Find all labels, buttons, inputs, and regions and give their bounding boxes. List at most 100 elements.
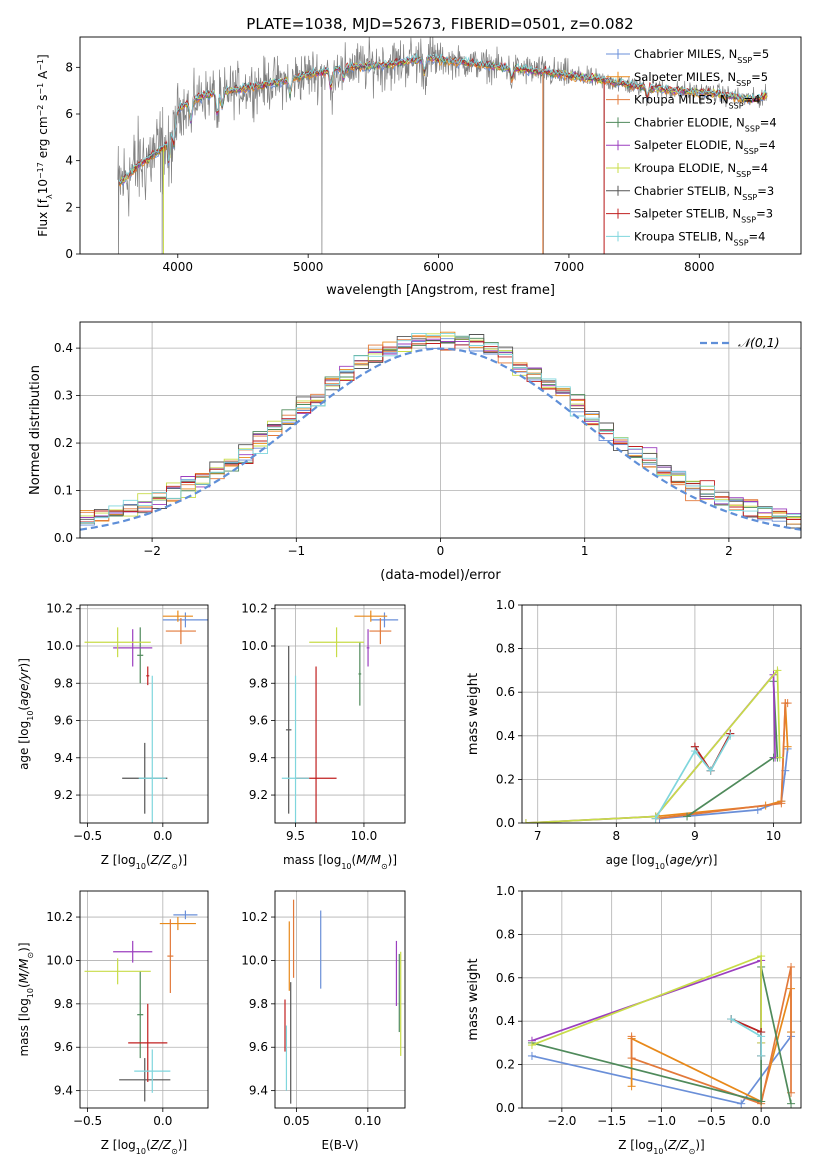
- y-tick-label: 0.1: [54, 484, 73, 498]
- legend-sub: SSP: [729, 101, 744, 110]
- x-tick-label: −2.0: [547, 1114, 576, 1128]
- x-tick-label: 10.0: [351, 829, 378, 843]
- label-part: ⊙: [26, 952, 35, 959]
- label-part: )]: [178, 1138, 187, 1152]
- x-axis-label: wavelength [Angstrom, rest frame]: [326, 283, 555, 298]
- y-tick-label: 0.4: [496, 729, 515, 743]
- age_vs_Z-axes: −0.5 0.0 9.2 9.4 9.6 9.8 10.0 10.2: [46, 602, 208, 843]
- y-tick-label: 9.8: [249, 676, 268, 690]
- x-tick-label: 4000: [163, 260, 194, 274]
- y-tick-label: 10.2: [46, 602, 73, 616]
- axis-label: Flux [fλ10−17 erg cm−2 s−1 A−1]: [36, 54, 54, 236]
- legend-sub: SSP: [736, 78, 751, 87]
- y-tick-label: 9.6: [54, 1040, 73, 1054]
- y-tick-label: 0.4: [54, 341, 73, 355]
- y-tick-label: 2: [65, 200, 73, 214]
- axes-frame: [79, 890, 209, 1109]
- axes-frame: [79, 321, 802, 539]
- y-tick-label: 9.8: [54, 676, 73, 690]
- legend-text: Kroupa STELIB, N: [634, 229, 734, 243]
- y-tick-label: 9.6: [249, 1040, 268, 1054]
- gaussian-curve: [80, 347, 801, 531]
- weight_vs_age-xlabel: age [log10(age/yr)]: [606, 853, 718, 871]
- x-tick-label: 0.0: [153, 1114, 172, 1128]
- x-tick-label: 7: [534, 829, 542, 843]
- y-tick-label: 9.4: [54, 751, 73, 765]
- legend-entry: Kroupa ELODIE, NSSP=4: [634, 161, 768, 179]
- label-part: Z [log: [101, 1138, 136, 1152]
- legend-tail: =4: [759, 138, 776, 152]
- x-tick-label: 6000: [423, 260, 454, 274]
- label-part: A: [36, 70, 50, 83]
- legend-tail: =5: [751, 70, 768, 84]
- y-tick-label: 0.0: [54, 531, 73, 545]
- label-part: ]: [36, 54, 50, 59]
- line-elodie_kroupa: [531, 954, 762, 1046]
- legend-sub: SSP: [742, 192, 757, 201]
- legend-text: Chabrier MILES, N: [634, 47, 737, 61]
- x-axis-label: E(B-V): [321, 1138, 358, 1152]
- label-part: Z/Z: [150, 853, 172, 867]
- label-part: )]: [388, 853, 397, 867]
- legend-text: Kroupa ELODIE, N: [634, 161, 736, 175]
- legend-tail: =4: [744, 93, 761, 107]
- label-part: age [log: [606, 853, 655, 867]
- weight_vs_Z-series: [527, 952, 796, 1108]
- label-part: )]: [17, 942, 31, 951]
- weight_vs_age-series: [522, 666, 792, 823]
- weight_vs_Z-xlabel: Z [log10(Z/Z⊙)]: [618, 1138, 704, 1156]
- y-tick-label: 0: [65, 247, 73, 261]
- age_vs_Z-xlabel: Z [log10(Z/Z⊙)]: [101, 853, 187, 871]
- legend-text: Kroupa MILES, N: [634, 93, 729, 107]
- label-part: ⊙: [381, 862, 388, 871]
- legend-entry: Chabrier ELODIE, NSSP=4: [634, 115, 777, 132]
- y-tick-label: 8: [65, 60, 73, 74]
- y-tick-label: 1.0: [496, 598, 515, 612]
- legend-text: Salpeter STELIB, N: [634, 207, 741, 221]
- label-part: (: [146, 853, 151, 867]
- age_vs_mass-points: [281, 610, 399, 823]
- legend-tail: =4: [751, 161, 768, 175]
- y-axis-label: mass weight: [466, 673, 481, 755]
- spectrum-series: [117, 37, 768, 254]
- legend-sub: SSP: [734, 238, 749, 247]
- mass_vs_ebv-axes: 0.05 0.10 9.4 9.6 9.8 10.0 10.2: [241, 891, 405, 1128]
- label-part: Z/Z: [667, 1138, 689, 1152]
- label-part: erg cm: [36, 116, 50, 162]
- label-part: −2: [36, 105, 45, 117]
- legend-tail: =4: [749, 229, 766, 243]
- line-miles_salpeter: [655, 703, 789, 818]
- x-tick-label: 8000: [684, 260, 715, 274]
- label-part: Z/Z: [150, 1138, 172, 1152]
- label-part: ⊙: [689, 1147, 696, 1156]
- y-tick-label: 10.0: [241, 953, 268, 967]
- legend-sub: SSP: [736, 170, 751, 179]
- x-tick-label: 0.05: [283, 1114, 310, 1128]
- y-tick-label: 6: [65, 107, 73, 121]
- x-tick-label: −1: [287, 544, 305, 558]
- label-part: (: [665, 853, 670, 867]
- x-tick-label: −0.5: [73, 1114, 102, 1128]
- label-part: (: [17, 706, 31, 711]
- spectrum-axes: 4000 5000 6000 7000 8000 0 2 4 6 8: [65, 60, 714, 274]
- label-part: (: [17, 983, 31, 988]
- y-tick-label: 10.2: [46, 910, 73, 924]
- legend-text: Salpeter MILES, N: [634, 70, 736, 84]
- age_vs_mass-xlabel: mass [log10(M/M⊙)]: [283, 853, 397, 871]
- y-tick-label: 0.6: [496, 685, 515, 699]
- y-tick-label: 0.8: [496, 927, 515, 941]
- legend-entry: Kroupa STELIB, NSSP=4: [634, 229, 765, 247]
- y-tick-label: 9.6: [249, 714, 268, 728]
- mass_vs_Z-points: [84, 910, 198, 1102]
- y-tick-label: 9.8: [249, 997, 268, 1011]
- y-tick-label: 10.0: [46, 639, 73, 653]
- axis-label: Z [log10(Z/Z⊙)]: [101, 1138, 187, 1156]
- label-part: age/yr: [670, 853, 709, 867]
- y-tick-label: 9.4: [249, 751, 268, 765]
- label-part: ⊙: [171, 1147, 178, 1156]
- legend-gaussian-label: 𝒩(0,1): [738, 335, 780, 350]
- axes-frame: [521, 890, 802, 1109]
- x-tick-label: 0: [437, 544, 445, 558]
- y-tick-label: 0.3: [54, 389, 73, 403]
